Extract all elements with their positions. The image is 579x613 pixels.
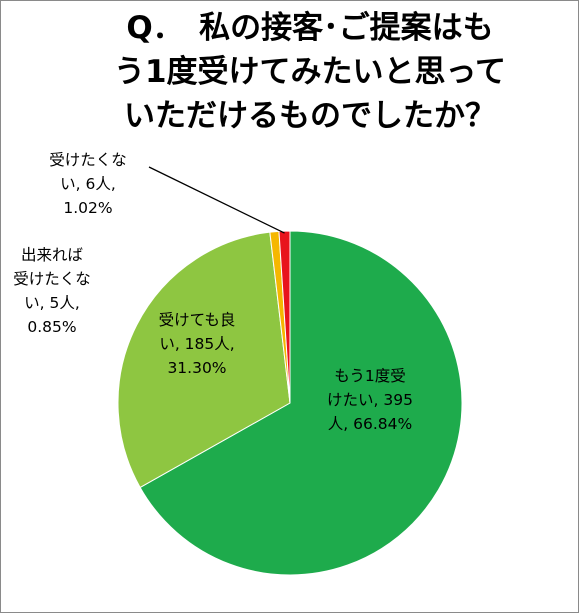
pie-slice-受けても良い: [117, 231, 291, 489]
slice-label-line: 1.02%: [63, 199, 112, 217]
pie-slices: [117, 230, 463, 576]
chart-title-line-2: う1度受けてみたいと思って: [113, 54, 507, 90]
chart-title: Q． 私の接客･ご提案はも う1度受けてみたいと思って いただけるものでしたか？: [70, 6, 550, 138]
slice-label-line: 受けたくな: [49, 151, 127, 169]
slice-label-line: い, 185人,: [159, 335, 234, 353]
slice-label-line: 受けても良: [159, 311, 236, 329]
slice-label-line: 0.85%: [27, 318, 76, 336]
slice-label-line: 31.30%: [167, 359, 226, 377]
pie-slice-受けたくない: [278, 230, 291, 404]
slice-labels: もう1度受けたい, 395 人, 66.84% 受けても良い, 185人, 31.30…: [13, 151, 413, 433]
leader-line-受けたくない: [148, 166, 285, 234]
slice-label-出来れば受けたくない: 出来れば受けたくない, 5人, 0.85%: [13, 246, 91, 336]
slice-label-line: 人, 66.84%: [328, 415, 412, 433]
slice-label-line: 受けたくな: [13, 270, 91, 288]
slice-label-line: い, 6人,: [60, 175, 116, 193]
slice-label-もう1度受けたい: もう1度受けたい, 395 人, 66.84%: [327, 367, 413, 433]
slice-label-line: けたい, 395: [327, 391, 413, 409]
chart-title-line-3: いただけるものでしたか？: [124, 98, 496, 134]
pie-slice-もう1度受けたい: [139, 230, 463, 576]
slice-label-受けたくない: 受けたくない, 6人, 1.02%: [49, 151, 127, 217]
slice-label-line: 出来れば: [21, 246, 84, 264]
slice-label-line: もう1度受: [334, 367, 405, 385]
chart-title-line-1: Q． 私の接客･ご提案はも: [126, 10, 494, 46]
slice-label-line: い, 5人,: [24, 294, 80, 312]
slice-label-受けても良い: 受けても良い, 185人, 31.30%: [159, 311, 236, 377]
